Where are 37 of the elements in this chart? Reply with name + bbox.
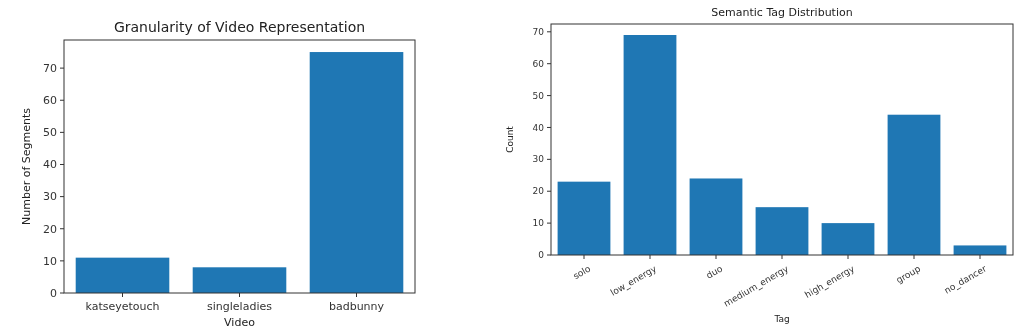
x-tick-label: solo — [571, 263, 593, 282]
y-tick-label: 10 — [43, 254, 57, 268]
y-tick-label: 50 — [43, 126, 57, 140]
bar — [755, 207, 809, 255]
bar — [557, 181, 611, 255]
y-tick-label: 30 — [532, 154, 545, 165]
x-tick-label: singleladies — [207, 299, 273, 313]
y-tick-label: 10 — [532, 218, 545, 229]
x-tick-label: duo — [704, 263, 725, 281]
x-tick-label: badbunny — [328, 299, 385, 313]
x-axis-title: Video — [224, 316, 256, 329]
y-tick-label: 0 — [538, 250, 545, 261]
y-tick-label: 40 — [532, 122, 545, 133]
bar — [623, 35, 677, 255]
bar — [887, 114, 941, 255]
x-axis-title: Tag — [773, 314, 790, 324]
y-tick-label: 0 — [50, 286, 57, 300]
chart-title: Granularity of Video Representation — [113, 19, 366, 35]
bar — [953, 245, 1007, 255]
x-tick-label: katseyetouch — [85, 299, 160, 313]
y-axis-title: Count — [505, 125, 515, 153]
y-tick-label: 60 — [43, 94, 57, 108]
y-tick-label: 40 — [43, 158, 57, 172]
y-tick-label: 20 — [43, 222, 57, 236]
bar — [75, 257, 170, 293]
bar — [192, 267, 287, 293]
y-tick-label: 70 — [43, 61, 57, 75]
y-tick-label: 30 — [43, 190, 57, 204]
chart-title: Semantic Tag Distribution — [711, 6, 853, 19]
y-tick-label: 60 — [532, 58, 545, 69]
bar — [821, 223, 875, 255]
y-tick-label: 50 — [532, 90, 545, 101]
y-tick-label: 20 — [532, 186, 545, 197]
bar — [689, 178, 743, 255]
y-tick-label: 70 — [532, 26, 545, 37]
bar — [309, 52, 404, 293]
y-axis-title: Number of Segments — [20, 107, 33, 226]
